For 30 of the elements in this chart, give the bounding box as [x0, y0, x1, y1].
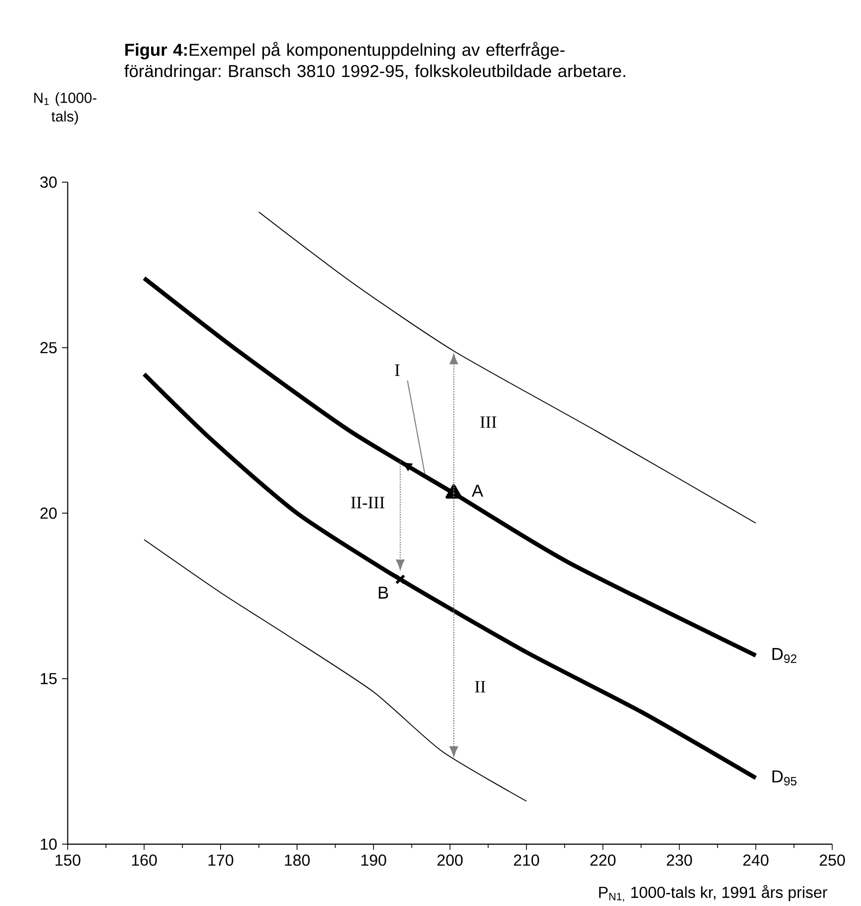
series-label: D$_{92}$	[772, 648, 796, 663]
x-tick-label: 200	[437, 854, 463, 866]
annotation: II-III	[351, 496, 384, 508]
y-tick-label: 10	[40, 838, 57, 850]
y-axis-title: N$_{1}$ (1000-tals)	[34, 92, 96, 124]
line-series	[258, 211, 756, 524]
x-tick-label: 240	[743, 854, 768, 866]
annotation: I	[394, 364, 400, 376]
x-tick-label: 220	[590, 854, 616, 866]
line-series	[144, 539, 527, 802]
y-tick-label: 25	[40, 342, 57, 354]
x-tick-label: 230	[666, 854, 692, 866]
x-tick-label: 180	[284, 854, 310, 866]
x-tick-label: 190	[361, 854, 386, 866]
line-series	[142, 276, 758, 658]
chart-title: Figur 4:Exempel på komponentuppdelning av efterfråge-förändringar: Bransch 3810 1992-95, folkskoleutbildade arbetare.	[124, 42, 626, 81]
x-tick-label: 160	[132, 854, 157, 866]
x-axis-title: P$_{N1,}$ 1000-tals kr, 1991 års priser	[599, 884, 828, 902]
series-label: B	[378, 586, 388, 599]
y-tick-label: 30	[40, 176, 57, 188]
annotation: II	[474, 681, 486, 692]
annotation: III	[480, 416, 496, 428]
series-label: A	[472, 484, 484, 497]
x-tick-label: 150	[56, 854, 80, 866]
y-tick-label: 15	[40, 673, 57, 684]
y-tick-label: 20	[40, 508, 57, 519]
x-tick-label: 170	[208, 854, 234, 866]
series-label: D$_{95}$	[772, 770, 796, 786]
x-tick-label: 250	[820, 854, 845, 866]
x-tick-label: 210	[514, 854, 540, 866]
